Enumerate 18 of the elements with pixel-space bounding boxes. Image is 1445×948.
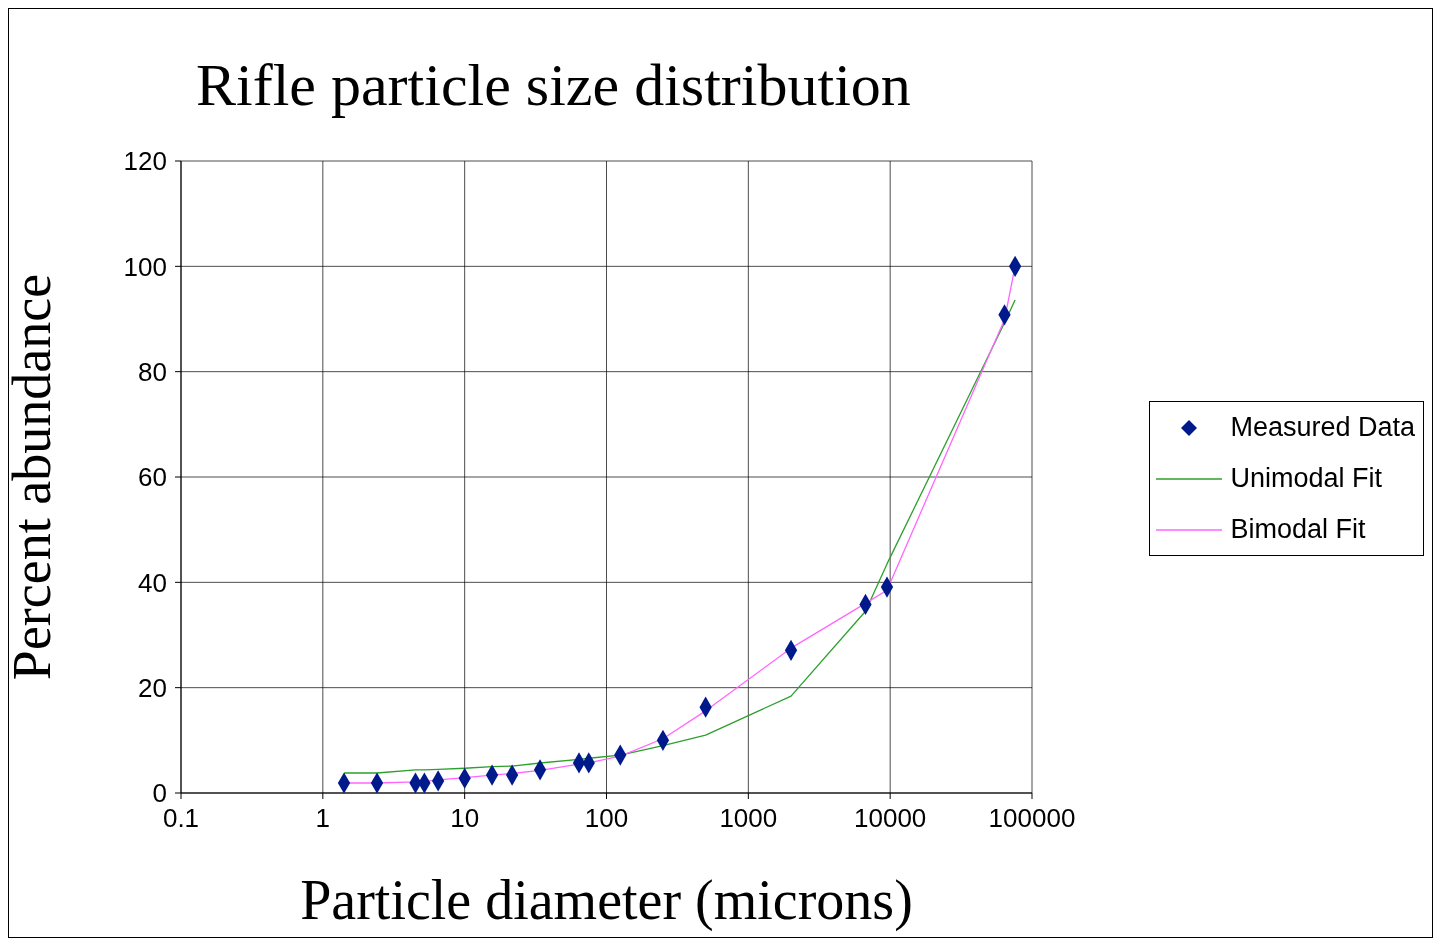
legend-label: Bimodal Fit — [1230, 514, 1366, 545]
x-tick-label: 100000 — [988, 803, 1076, 834]
legend-label: Measured Data — [1230, 412, 1415, 443]
chart-title: Rifle particle size distribution — [196, 51, 911, 120]
y-tick-label: 80 — [138, 356, 167, 387]
x-tick-label: 1000 — [719, 803, 778, 834]
x-tick-label: 1 — [315, 803, 331, 834]
x-tick-label: 100 — [584, 803, 629, 834]
y-tick-label: 120 — [123, 146, 167, 177]
y-tick-label: 100 — [123, 251, 167, 282]
x-tick-label: 10000 — [854, 803, 927, 834]
x-axis-title: Particle diameter (microns) — [300, 869, 913, 932]
y-axis-title: Percent abundance — [2, 273, 63, 681]
y-tick-label: 20 — [138, 672, 167, 703]
y-tick-label: 40 — [138, 567, 167, 598]
x-tick-label: 10 — [450, 803, 480, 834]
y-tick-label: 60 — [138, 462, 167, 493]
legend-label: Unimodal Fit — [1230, 463, 1382, 494]
